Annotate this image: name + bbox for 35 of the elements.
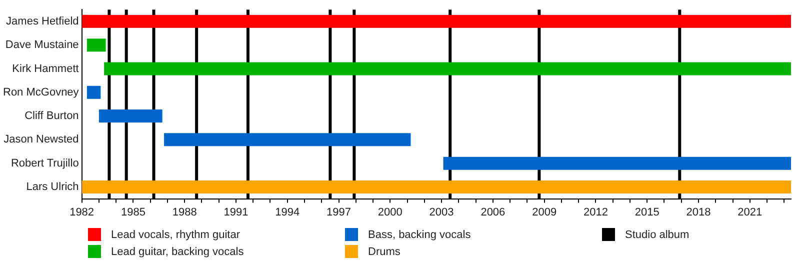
- bar: [82, 14, 791, 28]
- y-tick-label: Lars Ulrich: [26, 181, 79, 194]
- x-tick-label: 2018: [686, 206, 711, 218]
- bar: [86, 38, 106, 52]
- bar: [82, 180, 791, 194]
- bar: [98, 110, 162, 123]
- legend-label: Studio album: [625, 228, 690, 240]
- x-tick-label: 2000: [378, 206, 402, 218]
- x-tick-label: 2009: [532, 206, 557, 218]
- bar: [443, 156, 791, 170]
- bar: [164, 133, 411, 146]
- bar: [104, 62, 791, 76]
- legend-label: Lead guitar, backing vocals: [111, 246, 244, 258]
- y-tick-label: Dave Mustaine: [5, 39, 79, 52]
- x-tick-label: 2021: [738, 206, 762, 218]
- x-tick-label: 2003: [429, 206, 454, 218]
- x-tick-label: 1988: [172, 206, 197, 218]
- legend-label: Lead vocals, rhythm guitar: [111, 228, 240, 240]
- legend-label: Drums: [368, 246, 400, 258]
- y-tick-label: Jason Newsted: [4, 134, 79, 146]
- x-tick-label: 1997: [326, 206, 352, 218]
- x-tick-label: 2015: [634, 206, 660, 218]
- y-tick-label: Ron McGovney: [2, 86, 80, 98]
- y-tick-label: Kirk Hammett: [12, 62, 79, 75]
- legend-label: Bass, backing vocals: [368, 228, 471, 240]
- x-tick-label: 1991: [224, 206, 248, 218]
- y-tick-label: Cliff Burton: [24, 110, 79, 122]
- x-tick-label: 1994: [275, 206, 300, 218]
- x-tick-label: 1985: [120, 206, 146, 218]
- bar: [86, 86, 101, 99]
- x-tick-label: 2006: [480, 206, 506, 218]
- y-tick-label: James Hetfield: [6, 15, 79, 28]
- y-tick-label: Robert Trujillo: [10, 157, 79, 170]
- x-tick-label: 2012: [583, 206, 608, 218]
- x-tick-label: 1982: [70, 206, 94, 218]
